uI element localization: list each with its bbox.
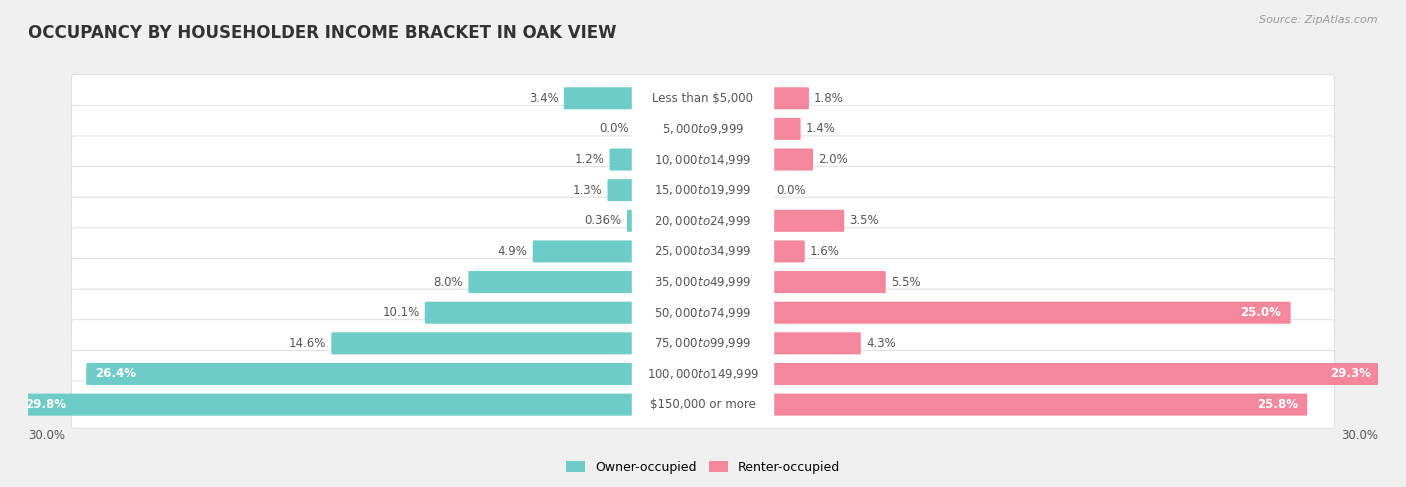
FancyBboxPatch shape (769, 241, 804, 262)
FancyBboxPatch shape (72, 105, 1334, 152)
Text: $25,000 to $34,999: $25,000 to $34,999 (654, 244, 752, 259)
FancyBboxPatch shape (769, 210, 844, 232)
Text: 1.6%: 1.6% (810, 245, 839, 258)
Legend: Owner-occupied, Renter-occupied: Owner-occupied, Renter-occupied (567, 461, 839, 474)
Text: 30.0%: 30.0% (28, 429, 65, 442)
FancyBboxPatch shape (631, 203, 775, 239)
FancyBboxPatch shape (769, 87, 808, 109)
FancyBboxPatch shape (86, 363, 637, 385)
FancyBboxPatch shape (631, 141, 775, 178)
FancyBboxPatch shape (769, 363, 1379, 385)
Text: Source: ZipAtlas.com: Source: ZipAtlas.com (1260, 15, 1378, 25)
Text: $20,000 to $24,999: $20,000 to $24,999 (654, 214, 752, 228)
Text: $75,000 to $99,999: $75,000 to $99,999 (654, 337, 752, 350)
FancyBboxPatch shape (332, 332, 637, 355)
FancyBboxPatch shape (769, 301, 1291, 324)
FancyBboxPatch shape (72, 381, 1334, 428)
FancyBboxPatch shape (631, 172, 775, 208)
FancyBboxPatch shape (72, 75, 1334, 122)
Text: 30.0%: 30.0% (1341, 429, 1378, 442)
FancyBboxPatch shape (769, 271, 886, 293)
FancyBboxPatch shape (72, 136, 1334, 183)
FancyBboxPatch shape (564, 87, 637, 109)
FancyBboxPatch shape (72, 350, 1334, 397)
Text: 1.2%: 1.2% (575, 153, 605, 166)
Text: 1.8%: 1.8% (814, 92, 844, 105)
Text: $5,000 to $9,999: $5,000 to $9,999 (662, 122, 744, 136)
Text: $35,000 to $49,999: $35,000 to $49,999 (654, 275, 752, 289)
FancyBboxPatch shape (468, 271, 637, 293)
Text: 29.8%: 29.8% (25, 398, 66, 411)
FancyBboxPatch shape (627, 210, 637, 232)
FancyBboxPatch shape (631, 233, 775, 269)
Text: 5.5%: 5.5% (891, 276, 921, 289)
Text: $15,000 to $19,999: $15,000 to $19,999 (654, 183, 752, 197)
FancyBboxPatch shape (631, 387, 775, 423)
Text: 3.4%: 3.4% (529, 92, 558, 105)
Text: $150,000 or more: $150,000 or more (650, 398, 756, 411)
FancyBboxPatch shape (631, 111, 775, 147)
Text: 3.5%: 3.5% (849, 214, 879, 227)
FancyBboxPatch shape (769, 332, 860, 355)
FancyBboxPatch shape (72, 167, 1334, 214)
FancyBboxPatch shape (607, 179, 637, 201)
FancyBboxPatch shape (610, 149, 637, 170)
FancyBboxPatch shape (631, 356, 775, 392)
FancyBboxPatch shape (769, 393, 1308, 415)
FancyBboxPatch shape (15, 393, 637, 415)
Text: 29.3%: 29.3% (1330, 368, 1371, 380)
FancyBboxPatch shape (631, 264, 775, 300)
Text: $50,000 to $74,999: $50,000 to $74,999 (654, 306, 752, 319)
Text: 14.6%: 14.6% (288, 337, 326, 350)
Text: 10.1%: 10.1% (382, 306, 419, 319)
Text: 25.0%: 25.0% (1240, 306, 1281, 319)
Text: 0.0%: 0.0% (776, 184, 807, 197)
Text: 25.8%: 25.8% (1257, 398, 1298, 411)
FancyBboxPatch shape (631, 295, 775, 331)
FancyBboxPatch shape (72, 320, 1334, 367)
Text: 1.4%: 1.4% (806, 122, 835, 135)
Text: OCCUPANCY BY HOUSEHOLDER INCOME BRACKET IN OAK VIEW: OCCUPANCY BY HOUSEHOLDER INCOME BRACKET … (28, 24, 617, 42)
Text: 8.0%: 8.0% (433, 276, 463, 289)
Text: $100,000 to $149,999: $100,000 to $149,999 (647, 367, 759, 381)
FancyBboxPatch shape (72, 259, 1334, 306)
Text: 26.4%: 26.4% (96, 368, 136, 380)
FancyBboxPatch shape (769, 149, 813, 170)
FancyBboxPatch shape (425, 301, 637, 324)
Text: 1.3%: 1.3% (572, 184, 602, 197)
Text: 2.0%: 2.0% (818, 153, 848, 166)
FancyBboxPatch shape (533, 241, 637, 262)
FancyBboxPatch shape (769, 118, 800, 140)
Text: Less than $5,000: Less than $5,000 (652, 92, 754, 105)
Text: 4.3%: 4.3% (866, 337, 896, 350)
FancyBboxPatch shape (72, 228, 1334, 275)
Text: $10,000 to $14,999: $10,000 to $14,999 (654, 152, 752, 167)
FancyBboxPatch shape (72, 197, 1334, 244)
FancyBboxPatch shape (72, 289, 1334, 337)
Text: 0.0%: 0.0% (599, 122, 630, 135)
FancyBboxPatch shape (631, 325, 775, 361)
Text: 4.9%: 4.9% (498, 245, 527, 258)
Text: 0.36%: 0.36% (585, 214, 621, 227)
FancyBboxPatch shape (631, 80, 775, 116)
